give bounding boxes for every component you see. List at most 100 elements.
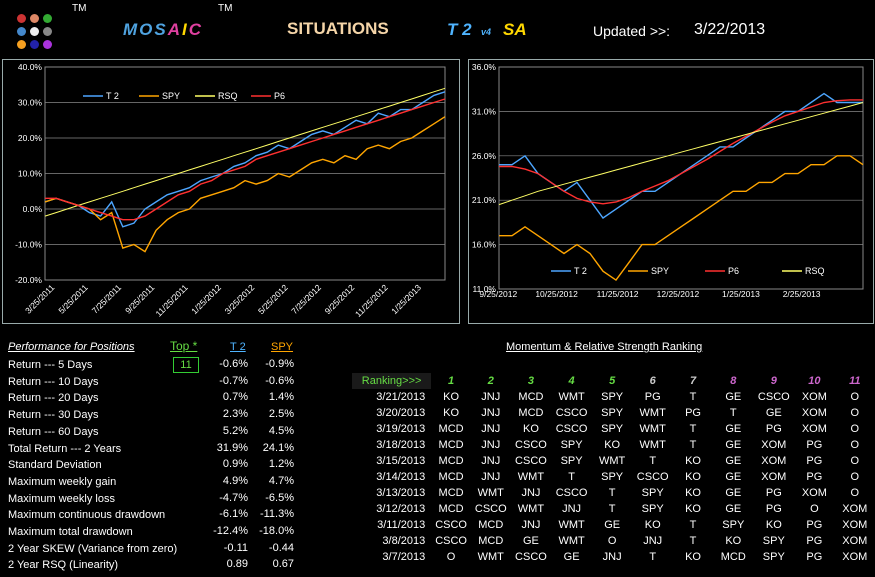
trademark-mark: TM xyxy=(72,3,87,14)
ranking-ticker: PG xyxy=(765,487,782,499)
y-tick-label: -10.0% xyxy=(15,240,42,250)
legend-label: RSQ xyxy=(805,266,825,276)
ranking-ticker: CSCO xyxy=(515,551,547,563)
legend-label: RSQ xyxy=(218,91,238,101)
ranking-ticker: WMT xyxy=(517,503,545,515)
ranking-ticker: KO xyxy=(685,551,701,563)
ranking-ticker: KO xyxy=(604,439,621,451)
ranking-ticker: WMT xyxy=(599,455,626,467)
two-year-performance-chart: -20.0% -10.0% 0.0% 10.0% 20.0% 30.0% 40.0% 3/25… xyxy=(15,62,446,319)
spy-value: 1.2% xyxy=(268,458,294,471)
ranking-ticker: MCD xyxy=(518,391,544,403)
ranking-ticker: T xyxy=(689,535,697,547)
ranking-ticker: MCD xyxy=(438,471,464,483)
legend-label: SPY xyxy=(651,266,669,276)
t2-value: 0.9% xyxy=(222,458,248,471)
performance-row: 2 Year RSQ (Linearity) xyxy=(8,559,119,572)
mosaic-letter: I xyxy=(182,20,189,39)
y-tick-label: 20.0% xyxy=(18,133,43,143)
performance-row: Total Return --- 2 Years xyxy=(8,442,122,455)
ranking-ticker: CSCO xyxy=(515,455,547,467)
performance-row: Return --- 20 Days xyxy=(8,392,99,405)
main-chart-panel: -20.0% -10.0% 0.0% 10.0% 20.0% 30.0% 40.0% 3/25… xyxy=(2,59,460,324)
t2-value: -0.7% xyxy=(219,374,248,387)
ranking-ticker: GE xyxy=(725,455,742,467)
series-line-rsq xyxy=(498,102,864,206)
ranking-ticker: CSCO xyxy=(757,391,790,403)
ranking-ticker: PG xyxy=(765,423,782,435)
ranking-ticker: SPY xyxy=(560,439,583,451)
x-tick-label: 11/25/2012 xyxy=(597,289,639,299)
ranking-row: 3/18/2013 MCD JNJ CSCO SPY KO WMT T GE XOM PG O xyxy=(352,437,875,453)
x-tick-label: 5/25/2011 xyxy=(56,282,90,316)
top-value-field[interactable]: 11 xyxy=(173,357,199,373)
six-month-performance-chart: 11.0% 16.0% 21.0% 26.0% 31.0% 36.0% 9/25/2012 1… xyxy=(472,62,864,299)
series-line-p6 xyxy=(499,99,863,205)
ranking-ticker: KO xyxy=(685,471,701,483)
ranking-row: 3/19/2013 MCD JNJ KO CSCO SPY WMT T GE PG XOM O xyxy=(352,421,875,437)
ranking-ticker: WMT xyxy=(639,407,666,419)
mosaic-letter: O xyxy=(139,20,155,39)
logo-dot xyxy=(30,14,39,23)
t2-value: -12.4% xyxy=(213,525,248,537)
ranking-date: 3/14/2013 xyxy=(376,471,426,483)
ranking-ticker: SPY xyxy=(641,487,664,499)
ranking-ticker: O xyxy=(850,439,860,451)
ranking-ticker: KO xyxy=(443,407,460,419)
legend-label: SPY xyxy=(162,91,180,101)
spy-value: 0.67 xyxy=(272,558,294,571)
y-tick-label: 11.0% xyxy=(473,284,497,294)
ranking-ticker: MCD xyxy=(478,519,504,531)
ranking-ticker: SPY xyxy=(601,391,624,403)
ranking-ticker: PG xyxy=(806,455,823,467)
ranking-ticker: XOM xyxy=(801,423,827,435)
ranking-ticker: CSCO xyxy=(474,503,507,515)
ranking-ticker: T xyxy=(689,391,697,403)
rank-column-header: 2 xyxy=(487,375,494,387)
ranking-row: 3/14/2013 MCD JNJ WMT T SPY CSCO KO GE XOM PG O xyxy=(352,469,875,485)
ranking-row: 3/12/2013 MCD CSCO WMT JNJ T SPY KO GE PG O XOM xyxy=(352,501,875,517)
ranking-ticker: XOM xyxy=(761,439,787,451)
ranking-ticker: CSCO xyxy=(435,535,467,547)
ranking-ticker: T xyxy=(649,455,657,467)
y-tick-label: -20.0% xyxy=(15,275,42,285)
spy-value: 24.1% xyxy=(262,441,294,454)
mosaic-letter: C xyxy=(188,20,204,39)
mosaic-letter: M xyxy=(123,20,140,39)
ranking-ticker: SPY xyxy=(601,407,624,419)
ranking-ticker: WMT xyxy=(517,471,545,483)
rank-column-header: 7 xyxy=(689,375,697,387)
ranking-date: 3/15/2013 xyxy=(376,455,426,467)
ranking-ticker: JNJ xyxy=(481,455,501,467)
ranking-ticker: T xyxy=(568,471,575,483)
logo-dot xyxy=(17,14,26,23)
mosaic-title: MOSAIC xyxy=(123,20,203,40)
ranking-ticker: MCD xyxy=(518,407,544,419)
performance-row: Return --- 10 Days xyxy=(8,375,99,388)
ranking-ticker: SPY xyxy=(601,471,624,483)
ranking-ticker: MCD xyxy=(438,487,464,499)
series-line-t2 xyxy=(44,91,446,228)
ranking-ticker: JNJ xyxy=(521,487,541,499)
spy-value: -0.6% xyxy=(265,374,294,387)
ranking-row: 3/7/2013 O WMT CSCO GE JNJ T KO MCD SPY PG XOM xyxy=(352,549,875,565)
t2-value: 31.9% xyxy=(216,441,248,454)
series-line-spy xyxy=(499,155,864,282)
ranking-ticker: O xyxy=(607,535,617,547)
ranking-ticker: JNJ xyxy=(521,519,541,531)
rank-column-header: 6 xyxy=(649,375,656,387)
y-tick-label: 30.0% xyxy=(18,98,43,108)
ranking-ticker: KO xyxy=(685,455,701,467)
ranking-ticker: GE xyxy=(604,519,621,531)
ranking-ticker: GE xyxy=(725,391,742,403)
ranking-ticker: MCD xyxy=(438,423,464,435)
mosaic-letter: A xyxy=(167,20,183,39)
ranking-ticker: T xyxy=(689,519,697,531)
logo-dot xyxy=(43,14,52,23)
ranking-ticker: PG xyxy=(806,535,823,547)
ranking-ticker: MCD xyxy=(720,551,746,563)
ranking-ticker: XOM xyxy=(761,455,787,467)
logo-dot xyxy=(30,27,39,36)
y-tick-label: 26.0% xyxy=(472,151,497,161)
ranking-ticker: GE xyxy=(725,471,742,483)
